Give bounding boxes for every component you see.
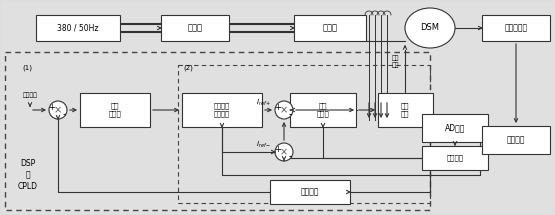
Bar bbox=[5, 52, 430, 210]
Text: 转速反馈: 转速反馈 bbox=[301, 187, 319, 197]
Circle shape bbox=[275, 101, 293, 119]
Text: ×: × bbox=[280, 147, 288, 157]
Text: -: - bbox=[288, 151, 292, 161]
Text: 给定转速: 给定转速 bbox=[23, 92, 38, 98]
Text: DSM: DSM bbox=[421, 23, 440, 32]
Bar bbox=[482, 15, 550, 41]
Bar bbox=[377, 93, 432, 127]
Ellipse shape bbox=[405, 8, 455, 48]
Bar bbox=[270, 180, 350, 204]
Text: (1): (1) bbox=[22, 65, 32, 71]
Text: ×: × bbox=[54, 105, 62, 115]
Text: +: + bbox=[49, 103, 56, 112]
Text: ×: × bbox=[280, 105, 288, 115]
Bar bbox=[482, 126, 550, 154]
Text: -: - bbox=[288, 109, 292, 119]
Bar bbox=[36, 15, 120, 41]
Text: 逆变桥: 逆变桥 bbox=[322, 23, 337, 32]
Text: 四相
电流: 四相 电流 bbox=[391, 56, 398, 68]
Text: 电流幅值
计算模块: 电流幅值 计算模块 bbox=[214, 103, 230, 117]
Bar bbox=[178, 65, 430, 203]
Circle shape bbox=[49, 101, 67, 119]
Bar bbox=[182, 93, 262, 127]
Bar bbox=[161, 15, 229, 41]
Text: AD采样: AD采样 bbox=[445, 123, 465, 132]
Text: 位置信号: 位置信号 bbox=[507, 135, 525, 144]
Text: +: + bbox=[275, 144, 281, 154]
Text: 电流反馈: 电流反馈 bbox=[447, 155, 463, 161]
Text: 驱动
电路: 驱动 电路 bbox=[401, 103, 409, 117]
Text: +: + bbox=[275, 103, 281, 112]
Text: 位置传感器: 位置传感器 bbox=[504, 23, 528, 32]
Circle shape bbox=[275, 143, 293, 161]
Bar bbox=[422, 146, 488, 170]
Bar bbox=[80, 93, 150, 127]
Text: (2): (2) bbox=[183, 65, 193, 71]
Text: DSP
与
CPLD: DSP 与 CPLD bbox=[18, 159, 38, 191]
Text: 整流桥: 整流桥 bbox=[188, 23, 203, 32]
Text: -: - bbox=[62, 109, 65, 119]
Bar bbox=[294, 15, 366, 41]
Text: $I_{ref-}$: $I_{ref-}$ bbox=[256, 140, 271, 150]
Bar bbox=[422, 114, 488, 142]
Text: $I_{ref+}$: $I_{ref+}$ bbox=[256, 98, 272, 108]
Text: 转速
调节器: 转速 调节器 bbox=[109, 103, 122, 117]
Text: 380 / 50Hz: 380 / 50Hz bbox=[57, 23, 99, 32]
Bar bbox=[290, 93, 356, 127]
Text: 电流
调节器: 电流 调节器 bbox=[316, 103, 329, 117]
